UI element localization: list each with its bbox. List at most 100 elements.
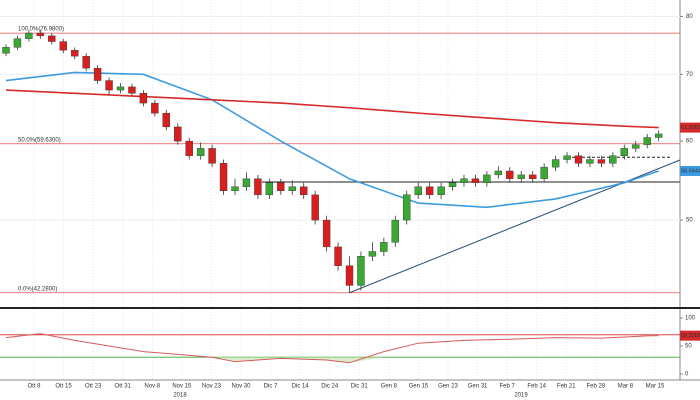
candle-body — [529, 174, 537, 179]
candle-body — [609, 155, 617, 164]
time-label: Dic 24 — [321, 384, 339, 390]
candle-body — [105, 80, 113, 91]
candle-body — [368, 251, 377, 257]
time-label: Feb 7 — [499, 384, 515, 390]
y-tick-label: 70 — [686, 72, 693, 78]
y-tick-label: 80 — [686, 14, 693, 20]
candle-body — [517, 174, 525, 179]
candle-body — [540, 166, 548, 179]
fib-label: 100.0%(76.9800) — [18, 27, 64, 33]
candle-body — [357, 256, 365, 286]
candle-body — [414, 186, 422, 196]
candle-body — [288, 186, 296, 191]
candle-body — [334, 246, 342, 266]
candle-body — [403, 194, 411, 221]
candle-body — [448, 182, 457, 187]
candle-body — [265, 182, 274, 196]
candle-body — [311, 194, 319, 221]
time-label: Ott 8 — [27, 384, 41, 390]
candle-body — [425, 186, 434, 196]
rsi-tick-label: 50 — [685, 344, 692, 350]
fib-label: 50.0%(59.6300) — [18, 137, 61, 143]
year-label: 2018 — [173, 393, 187, 399]
candle-body — [162, 112, 171, 128]
time-label: Ott 23 — [85, 384, 102, 390]
candle-body — [231, 186, 239, 191]
candle-body — [597, 159, 606, 164]
candle-body — [471, 178, 480, 183]
time-label: Nov 15 — [172, 384, 192, 390]
time-label: Gen 23 — [438, 384, 458, 390]
moving-average — [5, 89, 659, 129]
time-label: Mar 15 — [646, 384, 665, 390]
candle-body — [2, 47, 10, 54]
candle-body — [574, 155, 583, 164]
time-label: Mar 8 — [618, 384, 634, 390]
candle-body — [494, 170, 503, 176]
rsi-tick-label: 0 — [685, 372, 689, 378]
time-label: Gen 31 — [468, 384, 488, 390]
rsi-tick-label: 100 — [685, 316, 696, 322]
time-label: Ott 15 — [55, 384, 72, 390]
y-tick-label: 60 — [686, 139, 693, 145]
candle-body — [563, 155, 571, 160]
candle-body — [586, 159, 594, 164]
candle-body — [208, 148, 216, 164]
value-tag — [680, 122, 700, 133]
candle-body — [460, 178, 468, 183]
candle-body — [391, 219, 399, 243]
candle-body — [300, 186, 308, 196]
time-label: Feb 28 — [586, 384, 605, 390]
candle-body — [254, 178, 262, 196]
candle-body — [151, 102, 159, 114]
candle-body — [139, 93, 148, 104]
fib-label: 0.0%(42.2800) — [18, 286, 57, 292]
time-label: Dic 14 — [292, 384, 310, 390]
moving-average — [5, 71, 659, 209]
candle-body — [185, 140, 193, 156]
y-tick-label: 50 — [686, 218, 693, 224]
candle-body — [13, 38, 22, 48]
time-label: Nov 23 — [202, 384, 222, 390]
candle-body — [483, 174, 491, 183]
time-label: Gen 8 — [381, 384, 398, 390]
candle-body — [174, 126, 182, 142]
candle-body — [551, 159, 560, 168]
value-tag — [680, 165, 700, 176]
candle-body — [643, 137, 651, 145]
candle-body — [59, 41, 67, 51]
candle-body — [345, 265, 354, 286]
time-label: Feb 21 — [557, 384, 576, 390]
year-label: 2019 — [514, 393, 528, 399]
rsi-line — [5, 333, 659, 364]
value-tag-label: 61.9087 — [681, 125, 700, 131]
candle-body — [654, 133, 663, 138]
time-label: Feb 14 — [527, 384, 546, 390]
candle-body — [36, 32, 45, 37]
candle-body — [242, 178, 251, 187]
value-tag — [680, 330, 700, 341]
candle-body — [48, 35, 56, 42]
candle-body — [196, 148, 205, 156]
candle-body — [25, 32, 33, 39]
candle-body — [437, 186, 445, 196]
candle-body — [219, 163, 228, 191]
time-label: Ott 31 — [115, 384, 132, 390]
value-tag-label: 56.0444 — [681, 168, 700, 174]
candle-body — [322, 219, 331, 248]
candle-body — [70, 50, 79, 57]
candle-body — [620, 148, 628, 156]
candle-body — [506, 170, 514, 179]
candle-body — [116, 86, 125, 91]
time-label: Nov 30 — [231, 384, 251, 390]
candle-body — [93, 67, 102, 81]
value-tag-label: 68.5308 — [681, 333, 700, 339]
time-label: Dic 7 — [264, 384, 278, 390]
candle-body — [82, 55, 90, 69]
time-label: Gen 15 — [409, 384, 429, 390]
candle-body — [128, 86, 136, 94]
candle-body — [380, 242, 388, 252]
candle-body — [632, 144, 640, 149]
